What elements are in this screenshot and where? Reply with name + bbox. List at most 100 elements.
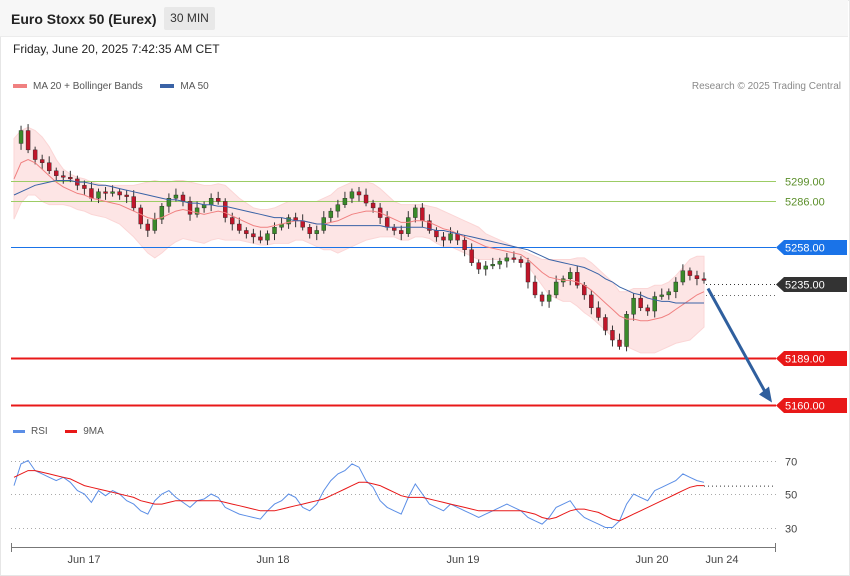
ma50-swatch [160, 84, 175, 89]
candle-up [265, 233, 270, 241]
candle-down [434, 230, 439, 238]
candle-down [539, 294, 545, 302]
candle-up [152, 218, 158, 231]
candle-down [589, 294, 594, 309]
candle-up [406, 217, 411, 234]
ma50-line [13, 180, 704, 304]
candle-down [117, 191, 122, 196]
candle-up [497, 260, 503, 265]
candle-down [399, 230, 404, 234]
candle-down [392, 227, 397, 231]
candle-up [342, 198, 348, 205]
ma20-line [13, 159, 705, 322]
candle-up [553, 281, 559, 296]
candle-up [568, 272, 573, 280]
candle-down [384, 217, 390, 228]
level-label-5160-00: 5160.00 [785, 401, 825, 413]
rsi-ma-legend-label: 9MA [83, 426, 104, 437]
timeframe-badge[interactable]: 30 MIN [164, 7, 215, 30]
candle-down [131, 196, 136, 209]
candle-up [631, 297, 636, 315]
candle-up [159, 206, 165, 220]
candle-down [32, 149, 38, 160]
level-label-5258-00: 5258.00 [785, 243, 825, 255]
candle-down [61, 175, 66, 178]
candle-down [251, 233, 256, 238]
candle-down [82, 185, 87, 189]
candle-up [166, 198, 172, 207]
candle-down [103, 191, 108, 194]
rsi-ma-swatch [65, 429, 78, 433]
projection-arrow-shaft [706, 287, 768, 395]
candle-down [180, 194, 186, 202]
candle-up [208, 198, 214, 205]
x-tick-label-jun-17: Jun 17 [67, 554, 100, 566]
candle-up [286, 217, 291, 225]
candle-down [532, 281, 538, 296]
candle-down [441, 236, 446, 241]
candle-up [483, 265, 488, 270]
rsi-tick-50: 50 [785, 490, 797, 502]
candle-down [356, 191, 362, 196]
candle-down [511, 257, 517, 260]
level-label-5189-00: 5189.00 [785, 354, 825, 366]
candle-up [314, 230, 319, 234]
candle-down [525, 262, 531, 283]
level-label-5286-00: 5286.00 [785, 197, 825, 209]
level-label-5299-00: 5299.00 [785, 177, 825, 189]
candle-down [687, 270, 693, 276]
candle-up [504, 257, 510, 262]
candle-down [237, 223, 242, 231]
candle-down [645, 307, 650, 312]
candle-down [307, 227, 312, 234]
candle-down [370, 202, 376, 209]
candle-down [469, 249, 474, 263]
ma20-legend-label: MA 20 + Bollinger Bands [33, 81, 143, 92]
rsi-legend: RSI 9MA [13, 426, 104, 437]
candle-down [138, 207, 143, 225]
candle-up [413, 207, 418, 218]
instrument-title: Euro Stoxx 50 (Eurex) [11, 11, 157, 27]
ma50-legend-label: MA 50 [180, 81, 209, 92]
candle-up [666, 291, 671, 296]
candle-up [673, 281, 679, 292]
candle-down [39, 159, 45, 163]
candle-down [694, 275, 700, 280]
candle-down [363, 194, 369, 204]
candle-down [420, 207, 425, 221]
candle-up [680, 270, 686, 283]
x-tick-label-jun-18: Jun 18 [256, 554, 289, 566]
candle-down [462, 239, 467, 250]
candle-up [652, 296, 657, 312]
x-tick-label-jun-19: Jun 19 [446, 554, 479, 566]
candle-down [258, 236, 263, 241]
candle-up [335, 204, 341, 212]
candle-down [145, 223, 150, 231]
candle-down [223, 201, 228, 218]
candle-up [659, 294, 664, 297]
candle-down [575, 272, 580, 286]
candle-down [68, 177, 73, 180]
ma20-swatch [13, 84, 27, 89]
candle-down [54, 170, 59, 176]
candle-down [215, 198, 221, 202]
rsi-swatch [13, 429, 25, 433]
candle-up [272, 227, 277, 234]
candle-down [617, 339, 622, 347]
candle-up [624, 314, 629, 347]
candle-down [476, 262, 481, 270]
candle-down [518, 259, 524, 263]
candle-down [230, 217, 235, 225]
candle-up [328, 210, 334, 218]
rsi-ma-line [13, 470, 704, 522]
price-legend: MA 20 + Bollinger Bands MA 50 [13, 81, 209, 92]
candle-down [610, 330, 615, 341]
candle-down [603, 317, 608, 331]
header-bar: Euro Stoxx 50 (Eurex) 30 MIN [0, 0, 848, 37]
candle-down [187, 201, 193, 215]
level-tag-5235-00 [776, 277, 847, 292]
candle-up [110, 191, 115, 194]
bollinger-band-area [13, 126, 705, 354]
candle-down [427, 220, 432, 231]
